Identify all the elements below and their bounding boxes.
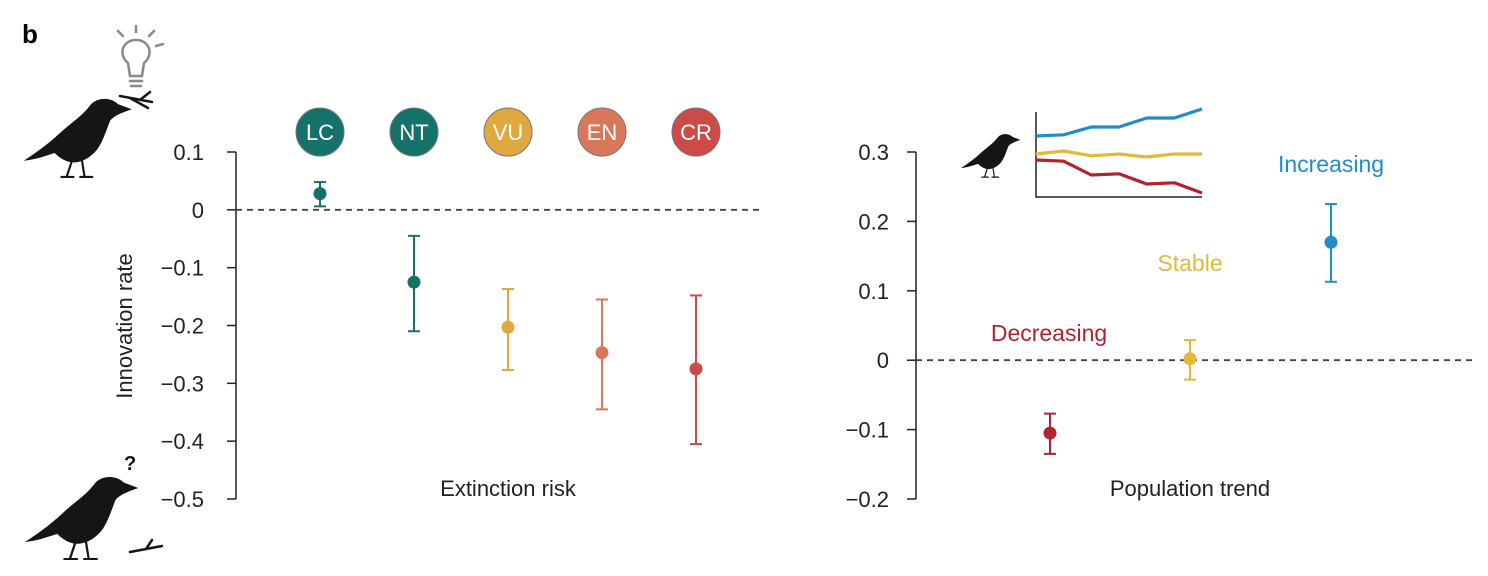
population-trend-chart: 0.3 0.2 0.1 0 −0.1 −0.2 Population trend Decr… xyxy=(846,107,1472,512)
left-y-axis-label: Innovation rate xyxy=(112,253,137,399)
risk-badge-label: VU xyxy=(493,120,524,145)
svg-text:?: ? xyxy=(124,453,136,475)
risk-point-lc xyxy=(313,181,327,208)
risk-badge-label: LC xyxy=(306,120,334,145)
lightbulb-icon xyxy=(116,24,165,88)
risk-point-nt xyxy=(407,234,421,333)
data-point xyxy=(1183,352,1197,366)
left-y-tick-label: −0.5 xyxy=(161,487,204,512)
left-y-tick-label: −0.4 xyxy=(161,429,204,454)
confused-bird-icon: ? xyxy=(23,453,164,560)
risk-badge-lc: LC xyxy=(295,107,345,157)
inset-line-stable xyxy=(1035,149,1202,159)
risk-badge-label: CR xyxy=(680,120,712,145)
risk-badge-label: NT xyxy=(399,120,428,145)
right-y-tick-label: 0.3 xyxy=(858,140,889,165)
data-point xyxy=(595,346,609,360)
data-point xyxy=(313,187,327,201)
left-y-tick-label: −0.2 xyxy=(161,314,204,339)
innovative-bird-icon xyxy=(22,24,165,178)
left-x-axis-label: Extinction risk xyxy=(440,476,577,501)
trend-point-increasing xyxy=(1324,203,1338,283)
left-y-axis: 0.1 0 −0.1 −0.2 −0.3 −0.4 −0.5 xyxy=(161,140,237,512)
data-point xyxy=(1043,426,1057,440)
left-y-tick-label: 0.1 xyxy=(173,140,204,165)
right-y-tick-label: −0.1 xyxy=(846,418,889,443)
risk-point-en xyxy=(595,298,609,411)
risk-badge-nt: NT xyxy=(389,107,439,157)
left-y-tick-label: −0.1 xyxy=(161,256,204,281)
trend-point-decreasing xyxy=(1043,412,1057,455)
trend-label-decreasing: Decreasing xyxy=(991,320,1107,346)
risk-point-vu xyxy=(501,288,515,372)
trend-label-increasing: Increasing xyxy=(1278,151,1384,177)
right-y-tick-label: −0.2 xyxy=(846,487,889,512)
right-y-tick-label: 0 xyxy=(877,348,889,373)
data-point xyxy=(689,362,703,376)
trend-point-stable xyxy=(1183,339,1197,381)
risk-badge-vu: VU xyxy=(483,107,533,157)
trend-inset-chart xyxy=(1035,107,1203,198)
extinction-risk-chart: 0.1 0 −0.1 −0.2 −0.3 −0.4 −0.5 Innovation rate… xyxy=(112,107,762,512)
risk-badge-label: EN xyxy=(587,120,618,145)
inset-bird-icon xyxy=(960,133,1021,178)
risk-badge-en: EN xyxy=(577,107,627,157)
inset-line-increasing xyxy=(1035,107,1203,138)
inset-line-decreasing xyxy=(1035,158,1203,195)
data-point xyxy=(407,275,421,289)
right-y-tick-label: 0.1 xyxy=(858,279,889,304)
right-y-axis: 0.3 0.2 0.1 0 −0.1 −0.2 xyxy=(846,140,917,512)
left-y-tick-label: 0 xyxy=(192,198,204,223)
question-mark-icon: ? xyxy=(124,453,136,475)
data-point xyxy=(1324,235,1338,249)
data-point xyxy=(501,320,515,334)
trend-label-stable: Stable xyxy=(1157,250,1222,276)
risk-badge-cr: CR xyxy=(671,107,721,157)
right-y-tick-label: 0.2 xyxy=(858,209,889,234)
risk-point-cr xyxy=(689,294,703,446)
panel-label: b xyxy=(22,19,38,49)
left-y-tick-label: −0.3 xyxy=(161,371,204,396)
right-x-axis-label: Population trend xyxy=(1110,476,1270,501)
